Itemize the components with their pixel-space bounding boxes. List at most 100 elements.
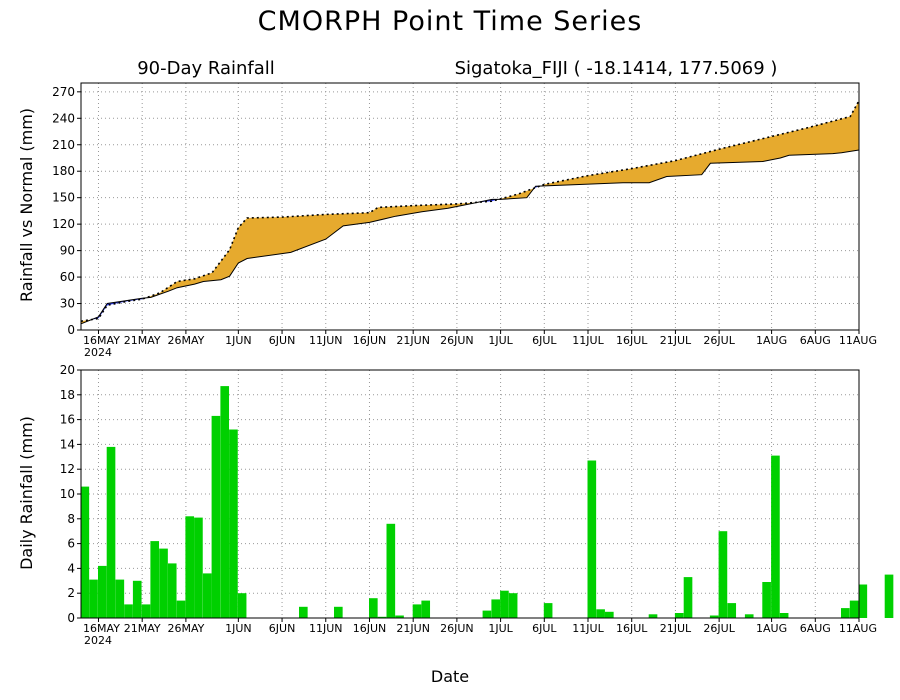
top-xtick-label: 1AUG (756, 334, 787, 347)
daily-rainfall-bar (543, 603, 553, 618)
top-year-label: 2024 (84, 346, 112, 359)
bottom-y-axis-label: Daily Rainfall (mm) (17, 416, 36, 570)
daily-rainfall-bar (482, 610, 492, 618)
top-xtick-label: 11JUN (309, 334, 343, 347)
top-xtick-label: 16JUL (616, 334, 648, 347)
bottom-xtick-label: 6AUG (800, 622, 831, 635)
daily-rainfall-bar (115, 579, 125, 618)
top-ytick-label: 30 (60, 297, 75, 311)
daily-rainfall-bar (491, 599, 501, 618)
bottom-xtick-label: 26JUN (440, 622, 474, 635)
top-xtick-label: 6AUG (800, 334, 831, 347)
bottom-xtick-label: 11JUL (572, 622, 604, 635)
observed-cumulative-line (80, 149, 860, 325)
top-ytick-label: 0 (67, 323, 75, 337)
daily-rainfall-bar (605, 611, 614, 618)
top-xtick-label: 26MAY (167, 334, 204, 347)
bottom-xtick-label: 6JUN (269, 622, 296, 635)
top-ytick-label: 90 (60, 244, 75, 258)
daily-rainfall-bar (849, 600, 859, 618)
daily-rainfall-bar (220, 386, 230, 618)
x-axis-label: Date (431, 667, 469, 686)
top-xtick-label: 26JUN (440, 334, 474, 347)
daily-rainfall-bar (106, 446, 116, 618)
bottom-xtick-label: 21MAY (124, 622, 161, 635)
daily-rainfall-bar (683, 577, 693, 618)
daily-rainfall-bar (132, 580, 142, 618)
daily-rainfall-bar (185, 516, 195, 618)
top-xtick-label: 16JUN (353, 334, 387, 347)
daily-rainfall-bar (395, 615, 404, 618)
top-xtick-label: 26JUL (703, 334, 735, 347)
top-xtick-label: 11AUG (839, 334, 877, 347)
daily-rainfall-bar (167, 563, 177, 618)
top-xtick-label: 16MAY (83, 334, 120, 347)
daily-rainfall-bar (124, 604, 133, 618)
daily-rainfall-bar (98, 565, 107, 618)
bottom-ytick-label: 6 (67, 537, 75, 551)
bottom-xtick-label: 21JUL (660, 622, 692, 635)
top-xtick-label: 11JUL (572, 334, 604, 347)
daily-rainfall-bar (884, 574, 894, 618)
top-ytick-label: 180 (52, 164, 75, 178)
daily-rainfall-bar (858, 584, 868, 618)
daily-rainfall-bar (727, 603, 737, 618)
bottom-xtick-label: 26MAY (167, 622, 204, 635)
daily-rainfall-bar (587, 460, 597, 618)
daily-rainfall-bar (80, 486, 90, 618)
bottom-xtick-label: 11AUG (839, 622, 877, 635)
bottom-ytick-label: 0 (67, 611, 75, 625)
daily-rainfall-bar (841, 608, 850, 618)
daily-rainfall-bar (596, 609, 605, 618)
daily-rainfall-bar (744, 614, 754, 618)
bottom-xtick-label: 21JUN (396, 622, 430, 635)
cumulative-rainfall-panel: 0 30 60 90 120 150 180 210 240 270 16MAY 21MAY 26MAY… (52, 82, 877, 359)
daily-rainfall-bar (762, 582, 771, 618)
daily-rainfall-bar (159, 548, 168, 618)
top-subtitle-right: Sigatoka_FIJI ( -18.1414, 177.5069 ) (455, 58, 778, 79)
daily-rainfall-bar (202, 573, 212, 618)
daily-rainfall-bar (674, 613, 684, 618)
bottom-xtick-label: 1JUN (225, 622, 252, 635)
bottom-xtick-label: 26JUL (703, 622, 735, 635)
bottom-ytick-label: 8 (67, 512, 75, 526)
bottom-ytick-label: 10 (60, 487, 75, 501)
normal-cumulative-line (80, 100, 860, 322)
daily-rainfall-bar (412, 604, 422, 618)
top-xtick-label: 1JUN (225, 334, 252, 347)
bottom-ytick-label: 12 (60, 462, 75, 476)
daily-rainfall-bar (709, 615, 719, 618)
daily-rainfall-bar (779, 613, 789, 618)
daily-rainfall-bar (386, 523, 396, 618)
daily-rainfall-bar (718, 531, 728, 618)
top-ytick-label: 270 (52, 85, 75, 99)
daily-rainfall-bar (150, 541, 160, 618)
bottom-ytick-label: 14 (60, 437, 75, 451)
top-subtitle-left: 90-Day Rainfall (137, 58, 275, 79)
top-y-axis-label: Rainfall vs Normal (mm) (17, 108, 36, 302)
daily-rainfall-bar (89, 579, 98, 618)
top-ytick-label: 60 (60, 270, 75, 284)
fill-deficit (541, 100, 859, 186)
top-xtick-label: 6JUN (269, 334, 296, 347)
bottom-xtick-label: 16JUL (616, 622, 648, 635)
daily-rainfall-panel: 0 2 4 6 8 10 12 14 16 18 20 16MAY 21MAY 26MAY 1JUN 6JUN… (60, 363, 894, 647)
top-ytick-label: 210 (52, 138, 75, 152)
top-xtick-label: 21JUN (396, 334, 430, 347)
bottom-xtick-label: 16MAY (83, 622, 120, 635)
top-xtick-label: 1JUL (488, 334, 513, 347)
daily-rainfall-bar (176, 600, 186, 618)
top-xtick-label: 21MAY (124, 334, 161, 347)
bottom-ytick-label: 20 (60, 363, 75, 377)
daily-rainfall-bar (229, 429, 238, 618)
top-frame (80, 82, 860, 331)
daily-rainfall-bar (508, 593, 518, 618)
daily-rainfall-bar (211, 415, 221, 618)
top-xtick-label: 21JUL (660, 334, 692, 347)
daily-rainfall-bar (421, 600, 431, 618)
bottom-xtick-label: 16JUN (353, 622, 387, 635)
top-xtick-label: 6JUL (532, 334, 557, 347)
daily-rainfall-bar (194, 517, 203, 618)
daily-rainfall-bar (237, 593, 247, 618)
